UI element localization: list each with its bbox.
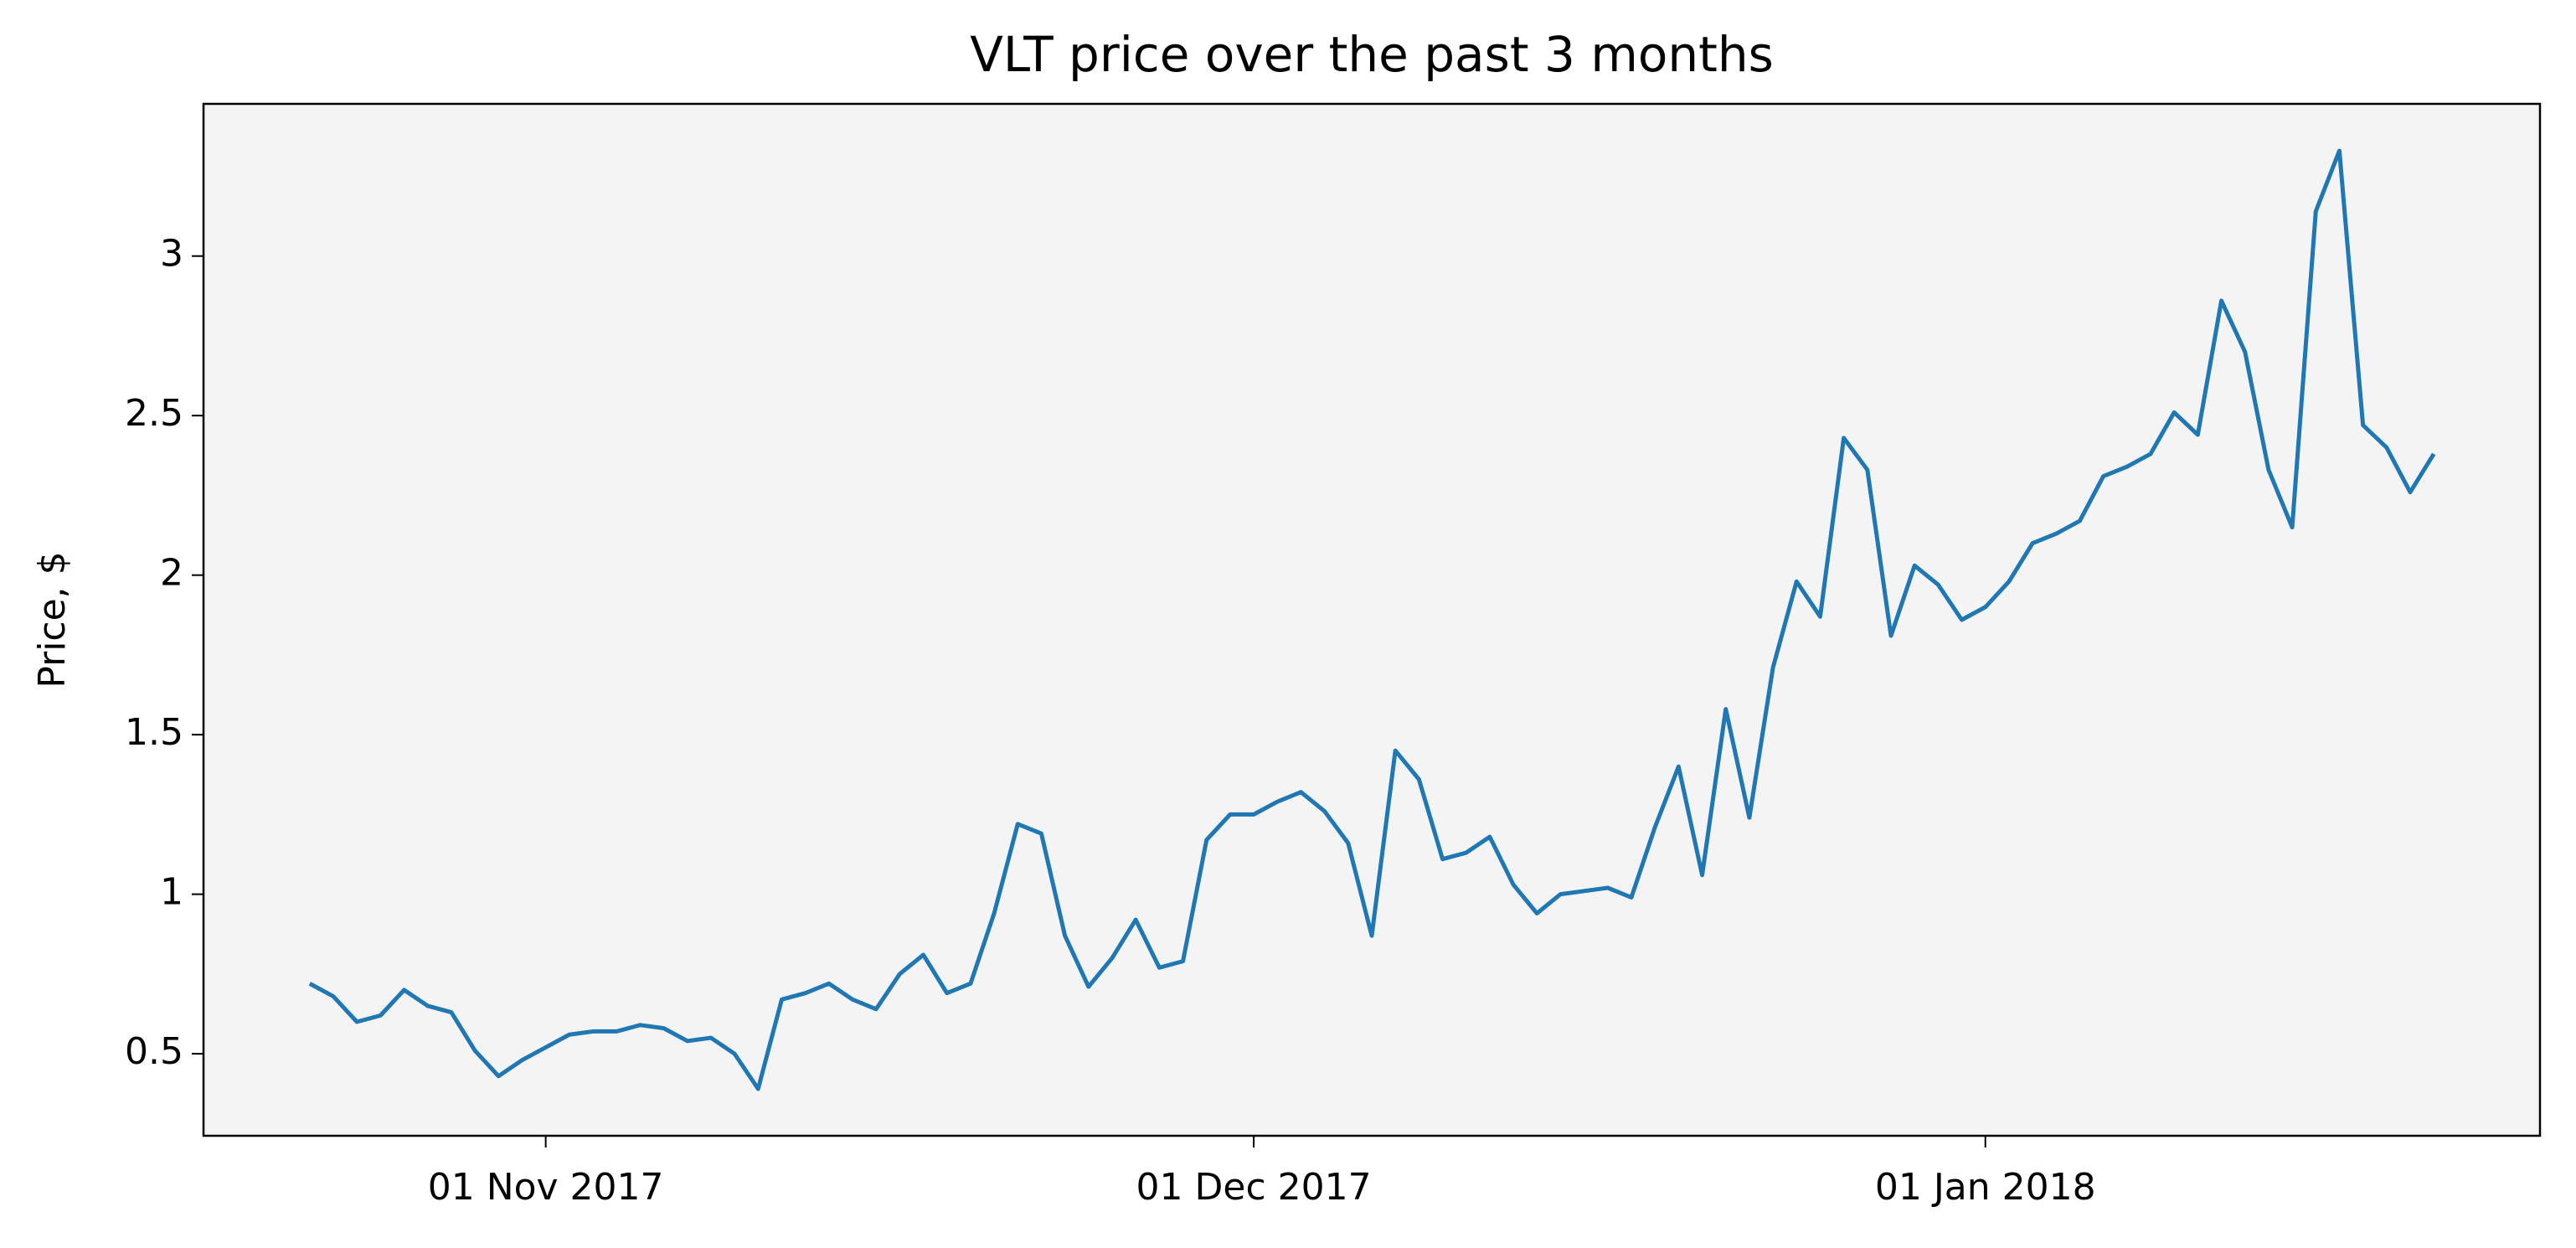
y-tick-label: 2.5	[125, 392, 183, 435]
x-tick-label: 01 Jan 2018	[1875, 1166, 2096, 1209]
y-tick-label: 3	[160, 233, 183, 276]
plot-area	[204, 104, 2540, 1136]
y-tick-label: 1.5	[125, 711, 183, 754]
x-tick-label: 01 Dec 2017	[1136, 1166, 1372, 1209]
x-tick-label: 01 Nov 2017	[428, 1166, 664, 1209]
chart-title: VLT price over the past 3 months	[970, 26, 1774, 83]
y-tick-label: 0.5	[125, 1030, 183, 1073]
y-tick-label: 2	[160, 552, 183, 595]
y-axis-label: Price, $	[31, 551, 74, 688]
price-line	[308, 148, 2436, 1091]
plot-frame	[202, 102, 2542, 1137]
y-tick-label: 1	[160, 871, 183, 914]
